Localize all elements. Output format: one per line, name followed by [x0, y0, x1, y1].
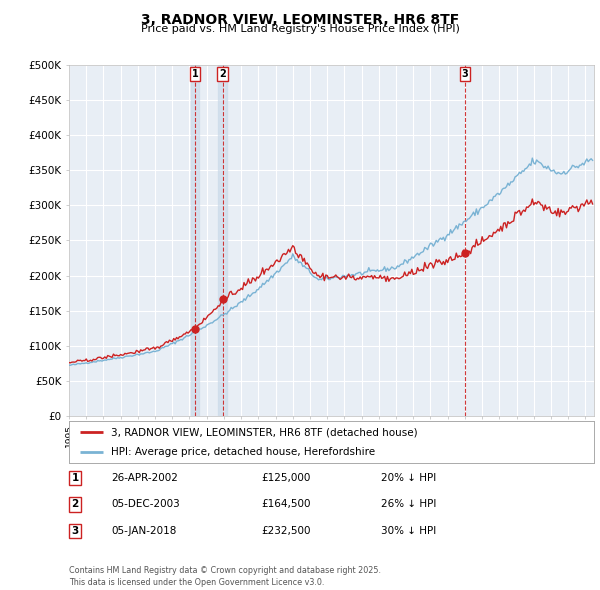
Text: 1: 1: [71, 473, 79, 483]
Text: 3: 3: [71, 526, 79, 536]
Text: 26-APR-2002: 26-APR-2002: [111, 473, 178, 483]
Text: 3, RADNOR VIEW, LEOMINSTER, HR6 8TF: 3, RADNOR VIEW, LEOMINSTER, HR6 8TF: [141, 13, 459, 27]
Text: 1: 1: [191, 69, 199, 79]
Text: Price paid vs. HM Land Registry's House Price Index (HPI): Price paid vs. HM Land Registry's House …: [140, 24, 460, 34]
Text: 26% ↓ HPI: 26% ↓ HPI: [381, 500, 436, 509]
Text: 05-JAN-2018: 05-JAN-2018: [111, 526, 176, 536]
Text: 2: 2: [219, 69, 226, 79]
Text: Contains HM Land Registry data © Crown copyright and database right 2025.
This d: Contains HM Land Registry data © Crown c…: [69, 566, 381, 587]
Text: 3, RADNOR VIEW, LEOMINSTER, HR6 8TF (detached house): 3, RADNOR VIEW, LEOMINSTER, HR6 8TF (det…: [111, 427, 418, 437]
Bar: [191, 65, 199, 416]
Text: £164,500: £164,500: [261, 500, 311, 509]
Text: 2: 2: [71, 500, 79, 509]
Text: 30% ↓ HPI: 30% ↓ HPI: [381, 526, 436, 536]
Text: 05-DEC-2003: 05-DEC-2003: [111, 500, 180, 509]
Text: 20% ↓ HPI: 20% ↓ HPI: [381, 473, 436, 483]
Text: £232,500: £232,500: [261, 526, 311, 536]
Text: HPI: Average price, detached house, Herefordshire: HPI: Average price, detached house, Here…: [111, 447, 375, 457]
Text: £125,000: £125,000: [261, 473, 310, 483]
Bar: [218, 65, 227, 416]
Text: 3: 3: [461, 69, 469, 79]
